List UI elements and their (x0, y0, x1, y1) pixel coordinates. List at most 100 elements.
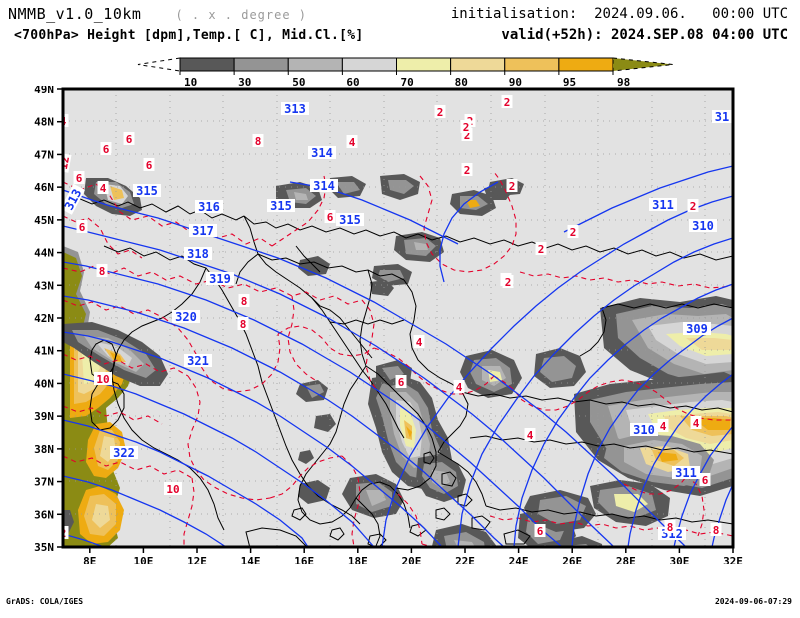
height-contour-label: 313 (284, 102, 306, 116)
map-svg: 313 3153133143143153153163173183193203213… (34, 83, 743, 568)
contour-label-halo (308, 146, 336, 159)
contour-label-halo (96, 264, 108, 277)
colorbar-band (504, 57, 560, 72)
model-title-line: NMMB_v1.0_10km ( . x . degree ) (8, 5, 307, 23)
y-tick-label: 38N (34, 443, 54, 456)
contour-label-halo (133, 184, 161, 197)
colorbar-tick-label: 98 (617, 76, 630, 86)
contour-label-halo (189, 224, 217, 237)
x-tick-label: 14E (241, 555, 261, 564)
colorbar-svg: 10 30 50 60 70 80 90 95 98 (137, 57, 674, 86)
contour-label-halo (184, 247, 212, 260)
model-name: NMMB_v1.0_10km (8, 5, 142, 23)
temperature-contour-label: 6 (398, 376, 405, 389)
contour-label-halo (434, 105, 446, 118)
temperature-contour-label: 8 (99, 265, 106, 278)
height-contour-label: 31 (715, 110, 729, 124)
contour-label-halo (252, 134, 264, 147)
temperature-contour-label: 2 (504, 96, 511, 109)
contour-label-halo (164, 482, 182, 495)
contour-label-halo (324, 210, 336, 223)
temperature-contour-label: 10 (96, 373, 109, 386)
contour-label-halo (413, 335, 425, 348)
colorbar-tick-label: 60 (346, 76, 359, 86)
height-contour-label: 315 (136, 184, 158, 198)
temperature-contour-label: 8 (241, 295, 248, 308)
x-tick-label: 18E (348, 555, 368, 564)
contour-label-halo (657, 419, 669, 432)
y-tick-label: 37N (34, 476, 54, 489)
y-tick-label: 46N (34, 181, 54, 194)
field-description: <700hPa> Height [dpm],Temp.[ C], Mid.Cl.… (14, 28, 364, 43)
y-tick-label: 48N (34, 116, 54, 129)
contour-label-halo (630, 423, 658, 436)
temperature-contour-label: 8 (713, 524, 720, 537)
temperature-contour-label: 8 (255, 135, 262, 148)
initialisation-time: initialisation: 2024.09.06. 00:00 UTC (450, 6, 788, 22)
x-axis: 8E 10E 12E 14E 16E 18E 20E 22E 24E 26E 28E 30E 32E (83, 547, 743, 568)
y-tick-label: 36N (34, 508, 54, 521)
contour-label-halo (649, 198, 677, 211)
colorbar: 10 30 50 60 70 80 90 95 98 (0, 52, 800, 86)
colorbar-band-below-min (137, 57, 181, 72)
contour-label-halo (123, 132, 135, 145)
temperature-contour-label: 6 (702, 474, 709, 487)
contour-label-halo (267, 199, 295, 212)
contour-label-halo (110, 446, 138, 459)
contour-label-halo (336, 213, 364, 226)
contour-label-halo (184, 354, 212, 367)
contour-label-halo (310, 179, 338, 192)
temperature-contour-label: 6 (146, 159, 153, 172)
colorbar-band (341, 57, 397, 72)
contour-label-halo (689, 219, 717, 232)
temperature-contour-label: 10 (166, 483, 179, 496)
y-tick-label: 42N (34, 312, 54, 325)
height-contour-label: 315 (339, 213, 361, 227)
colorbar-tick-label: 90 (509, 76, 522, 86)
temperature-contour-label: 6 (126, 133, 133, 146)
height-contour-label: 314 (313, 179, 335, 193)
height-contour-label: 315 (270, 199, 292, 213)
temperature-contour-label: 6 (79, 221, 86, 234)
temperature-contour-label: 2 (463, 121, 470, 134)
colorbar-band (450, 57, 506, 72)
colorbar-tick-label: 70 (401, 76, 414, 86)
temperature-contour-label: 8 (667, 521, 674, 534)
height-contour-label: 322 (113, 446, 135, 460)
contour-label-halo (63, 114, 69, 127)
contour-label-halo (501, 95, 513, 108)
height-contour-label: 309 (686, 322, 708, 336)
temperature-contour-label: 4 (100, 182, 107, 195)
height-contour-label: 317 (192, 224, 214, 238)
temperature-contour-label: 2 (505, 276, 512, 289)
colorbar-band-above-max (612, 57, 674, 72)
height-contour-label: 314 (311, 146, 333, 160)
colorbar-band (179, 57, 235, 72)
y-tick-label: 44N (34, 247, 54, 260)
colorbar-band (233, 57, 289, 72)
temperature-contour-label: 2 (464, 129, 471, 142)
contour-label-halo (683, 322, 711, 335)
height-contour-label: 319 (209, 272, 231, 286)
height-contour-label: 318 (187, 247, 209, 261)
y-tick-label: 35N (34, 541, 54, 554)
valid-time: valid(+52h): 2024.SEP.08 04:00 UTC (501, 27, 788, 43)
height-contour-label: 316 (198, 200, 220, 214)
contour-label-halo (453, 380, 465, 393)
grads-credit: GrADS: COLA/IGES (6, 597, 84, 606)
x-tick-label: 16E (294, 555, 314, 564)
x-tick-label: 24E (509, 555, 529, 564)
resolution-note: ( . x . degree ) (175, 8, 308, 22)
x-tick-label: 32E (723, 555, 743, 564)
contour-label-halo (238, 294, 250, 307)
contour-label-halo (172, 310, 200, 323)
temperature-contour-label: 2 (509, 180, 516, 193)
contour-label-halo (460, 120, 472, 133)
x-tick-label: 10E (133, 555, 153, 564)
contour-label-halo (100, 142, 112, 155)
temperature-contour-label: 2 (464, 164, 471, 177)
temperature-contour-label: 12 (57, 155, 72, 170)
contour-label-halo (690, 416, 702, 429)
x-tick-label: 28E (616, 555, 636, 564)
